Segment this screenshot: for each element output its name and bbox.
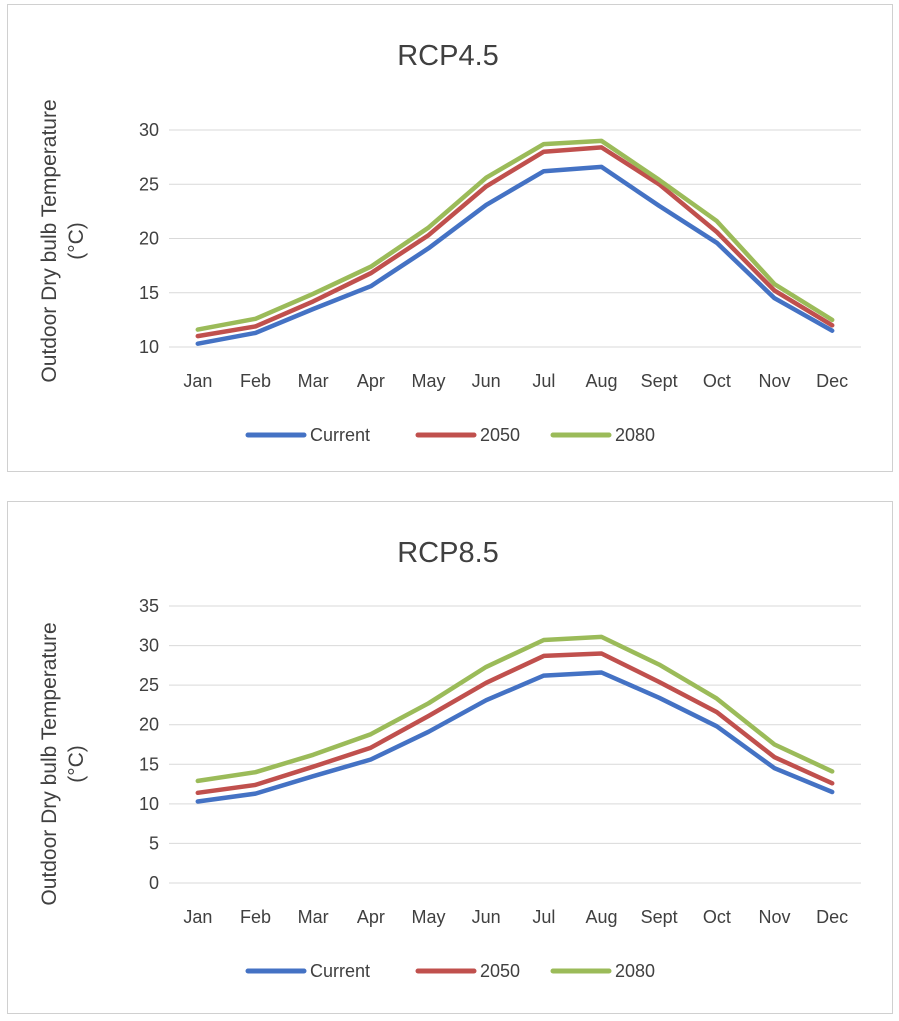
legend-label-current: Current <box>310 425 370 445</box>
y-axis-label-line2: (°C) <box>65 745 88 783</box>
y-tick-label: 10 <box>139 794 159 814</box>
x-tick-label: Mar <box>298 907 329 927</box>
y-axis-label-line2: (°C) <box>65 222 88 260</box>
y-tick-label: 20 <box>139 229 159 249</box>
y-tick-label: 35 <box>139 596 159 616</box>
legend-label-2080: 2080 <box>615 425 655 445</box>
legend-label-2050: 2050 <box>480 425 520 445</box>
chart-rcp85: RCP8.5 Outdoor Dry bulb Temperature (°C)… <box>38 537 861 981</box>
x-tick-label: Oct <box>703 371 731 391</box>
x-tick-label: Dec <box>816 371 848 391</box>
x-tick-label: Jun <box>472 371 501 391</box>
y-axis-label-line1: Outdoor Dry bulb Temperature <box>38 99 61 382</box>
series-line-current <box>195 164 835 346</box>
series-line-2080 <box>195 634 835 784</box>
x-tick-label: Sept <box>641 907 678 927</box>
x-tick-label: Apr <box>357 371 385 391</box>
x-tick-label: Feb <box>240 371 271 391</box>
y-tick-label: 30 <box>139 636 159 656</box>
y-tick-label: 15 <box>139 754 159 774</box>
x-tick-label: Jan <box>183 907 212 927</box>
x-tick-label: Sept <box>641 371 678 391</box>
y-tick-label: 0 <box>149 873 159 893</box>
x-tick-label: Oct <box>703 907 731 927</box>
x-tick-label: Mar <box>298 371 329 391</box>
x-tick-label: Feb <box>240 907 271 927</box>
legend-label-2050: 2050 <box>480 961 520 981</box>
x-tick-label: May <box>411 371 445 391</box>
x-tick-label: Aug <box>585 371 617 391</box>
y-tick-label: 25 <box>139 174 159 194</box>
series-line-2080 <box>195 138 835 332</box>
legend-label-current: Current <box>310 961 370 981</box>
x-tick-label: Apr <box>357 907 385 927</box>
x-tick-label: Jul <box>532 371 555 391</box>
x-tick-label: Dec <box>816 907 848 927</box>
y-tick-label: 15 <box>139 283 159 303</box>
x-tick-label: Jan <box>183 371 212 391</box>
chart-panel-rcp85: RCP8.5 Outdoor Dry bulb Temperature (°C)… <box>7 501 893 1014</box>
x-tick-label: Jun <box>472 907 501 927</box>
chart-title: RCP8.5 <box>397 537 499 569</box>
series-line-current <box>195 670 835 804</box>
x-tick-label: Nov <box>758 907 790 927</box>
chart-title: RCP4.5 <box>397 40 499 72</box>
y-tick-label: 5 <box>149 833 159 853</box>
y-tick-label: 20 <box>139 715 159 735</box>
x-tick-label: Aug <box>585 907 617 927</box>
x-tick-label: May <box>411 907 445 927</box>
y-axis-label-line1: Outdoor Dry bulb Temperature <box>38 622 61 905</box>
y-tick-label: 30 <box>139 120 159 140</box>
y-tick-label: 25 <box>139 675 159 695</box>
x-tick-label: Jul <box>532 907 555 927</box>
legend-label-2080: 2080 <box>615 961 655 981</box>
chart-panel-rcp45: RCP4.5 Outdoor Dry bulb Temperature (°C)… <box>7 4 893 472</box>
series-line-2050 <box>195 145 835 339</box>
y-tick-label: 10 <box>139 337 159 357</box>
series-line-2050 <box>195 651 835 796</box>
x-tick-label: Nov <box>758 371 790 391</box>
chart-rcp45: RCP4.5 Outdoor Dry bulb Temperature (°C)… <box>38 40 861 445</box>
